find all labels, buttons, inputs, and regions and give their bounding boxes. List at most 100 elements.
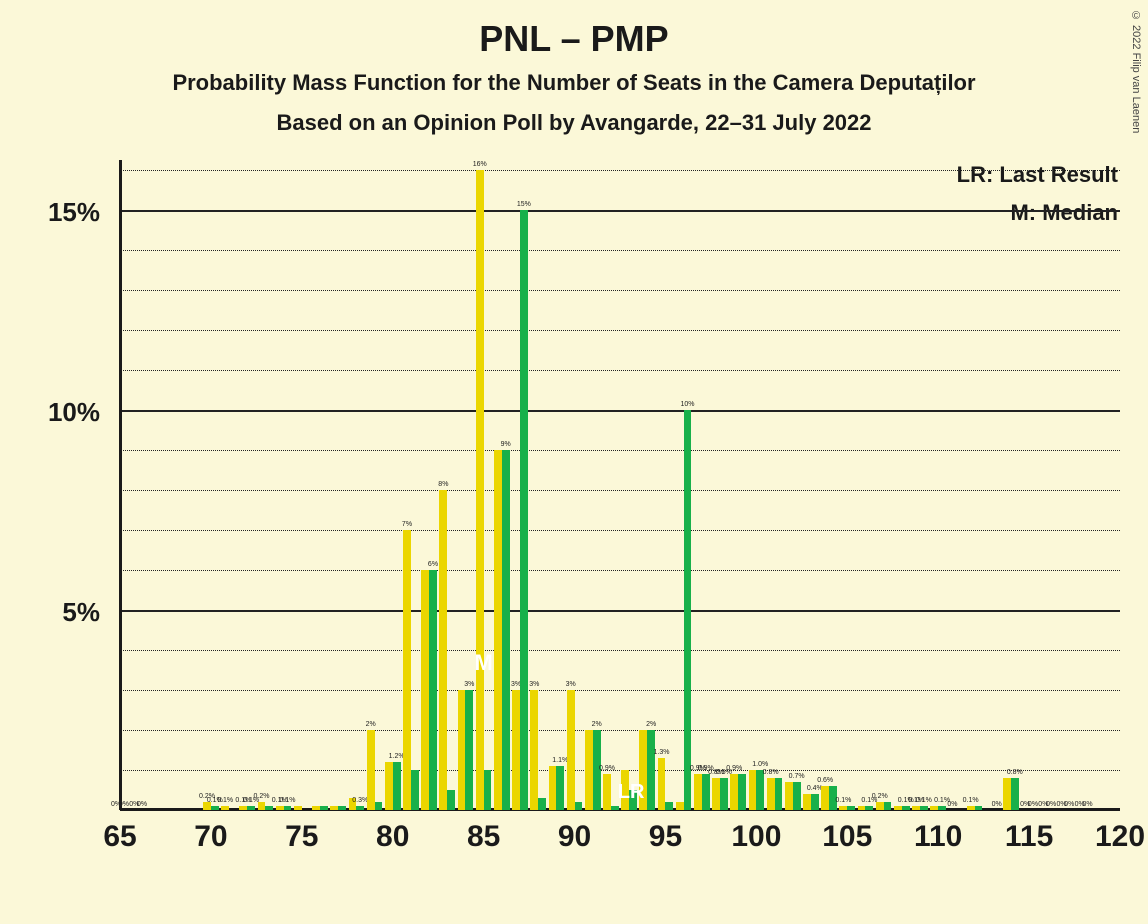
x-tick-label: 95 xyxy=(635,820,695,854)
bar-label-yellow: 0.6% xyxy=(817,777,833,784)
bar-group: 0%0% xyxy=(1058,170,1074,810)
bar-label-green: 3% xyxy=(464,681,474,688)
bar-group: 0% xyxy=(985,170,1001,810)
bar-yellow xyxy=(585,730,593,810)
bar-yellow xyxy=(912,806,920,810)
bar-green xyxy=(356,806,364,810)
x-tick-label: 100 xyxy=(726,820,786,854)
bar-green xyxy=(211,806,219,810)
bar-group: 0.2% xyxy=(876,170,892,810)
bar-group: 0.9% xyxy=(730,170,746,810)
x-tick-label: 75 xyxy=(272,820,332,854)
bar-yellow xyxy=(694,774,702,810)
bar-yellow xyxy=(294,806,302,810)
bar-yellow xyxy=(749,770,757,810)
bar-group: 0.9%0.9% xyxy=(694,170,710,810)
bar-group: 0%0% xyxy=(130,170,146,810)
bar-green xyxy=(975,806,983,810)
bar-yellow xyxy=(839,806,847,810)
bar-group: 0.1%0.1% xyxy=(912,170,928,810)
bar-yellow xyxy=(603,774,611,810)
bar-yellow xyxy=(312,806,320,810)
x-tick-label: 80 xyxy=(363,820,423,854)
bar-group: 2% xyxy=(585,170,601,810)
bar-yellow xyxy=(1003,778,1011,810)
bar-group: 0.4% xyxy=(803,170,819,810)
bar-green xyxy=(375,802,383,810)
bar-green xyxy=(738,774,746,810)
bar-group xyxy=(149,170,165,810)
bar-green xyxy=(465,690,473,810)
bar-group: 0.1%0.1% xyxy=(239,170,255,810)
bar-group: 1.3% xyxy=(658,170,674,810)
bar-group: 0.2%0.1% xyxy=(203,170,219,810)
bar-group: 0.8% xyxy=(767,170,783,810)
bar-yellow xyxy=(221,806,229,810)
bar-yellow xyxy=(785,782,793,810)
bar-green xyxy=(538,798,546,810)
x-tick-label: 70 xyxy=(181,820,241,854)
bar-yellow xyxy=(894,806,902,810)
bar-yellow xyxy=(276,806,284,810)
bar-yellow xyxy=(803,794,811,810)
chart-title: PNL – PMP xyxy=(0,18,1148,60)
bar-label-yellow: 1.3% xyxy=(654,749,670,756)
bar-yellow xyxy=(967,806,975,810)
bar-yellow xyxy=(330,806,338,810)
bar-group xyxy=(1112,170,1128,810)
bar-group: 0%0% xyxy=(112,170,128,810)
bar-yellow xyxy=(512,690,520,810)
bar-group: 10% xyxy=(676,170,692,810)
bar-yellow xyxy=(530,690,538,810)
bar-label-green: 2% xyxy=(592,721,602,728)
plot-area: 0%0%0%0%0.2%0.1%0.1%0.1%0.1%0.2%0.1%0.1%… xyxy=(120,170,1120,810)
bar-group: 1.2% xyxy=(385,170,401,810)
bar-group: 0.1% xyxy=(930,170,946,810)
bar-group: 0%0% xyxy=(1039,170,1055,810)
bar-green xyxy=(756,770,764,810)
bar-yellow xyxy=(549,766,557,810)
bar-group: 0.1% xyxy=(221,170,237,810)
bar-yellow xyxy=(494,450,502,810)
bar-yellow xyxy=(421,570,429,810)
bar-group xyxy=(330,170,346,810)
bar-yellow xyxy=(403,530,411,810)
chart-subtitle-1: Probability Mass Function for the Number… xyxy=(0,70,1148,96)
bar-label-yellow: 0.8% xyxy=(763,769,779,776)
bar-group xyxy=(167,170,183,810)
y-tick-label: 15% xyxy=(0,197,100,228)
bar-green xyxy=(447,790,455,810)
bar-label-yellow: 8% xyxy=(438,481,448,488)
bar-label-green: 10% xyxy=(681,401,695,408)
bar-yellow xyxy=(239,806,247,810)
bar-label-green: 0% xyxy=(992,801,1002,808)
bar-group: 3% xyxy=(567,170,583,810)
bar-label-yellow: 0.1% xyxy=(963,797,979,804)
bar-label-green: 0% xyxy=(1046,801,1056,808)
bar-group xyxy=(185,170,201,810)
bar-green xyxy=(811,794,819,810)
bar-yellow xyxy=(458,690,466,810)
bar-group: 9% xyxy=(494,170,510,810)
last-result-marker: LR xyxy=(613,781,649,804)
x-tick-label: 120 xyxy=(1090,820,1148,854)
bar-label-yellow: 0.2% xyxy=(872,793,888,800)
bar-green xyxy=(665,802,673,810)
bar-yellow xyxy=(258,802,266,810)
bar-group: 8% xyxy=(439,170,455,810)
bar-green xyxy=(847,806,855,810)
bar-group: 0.1% xyxy=(894,170,910,810)
x-tick-label: 65 xyxy=(90,820,150,854)
x-tick-label: 105 xyxy=(817,820,877,854)
bar-green xyxy=(429,570,437,810)
bar-yellow xyxy=(567,690,575,810)
bar-group: 0.1% xyxy=(858,170,874,810)
bar-green xyxy=(284,806,292,810)
bar-green xyxy=(502,450,510,810)
bar-group xyxy=(312,170,328,810)
bar-yellow xyxy=(476,170,484,810)
bar-group: 3% xyxy=(458,170,474,810)
bar-group: 0.8% xyxy=(1003,170,1019,810)
x-tick-label: 110 xyxy=(908,820,968,854)
bar-label-yellow: 2% xyxy=(366,721,376,728)
